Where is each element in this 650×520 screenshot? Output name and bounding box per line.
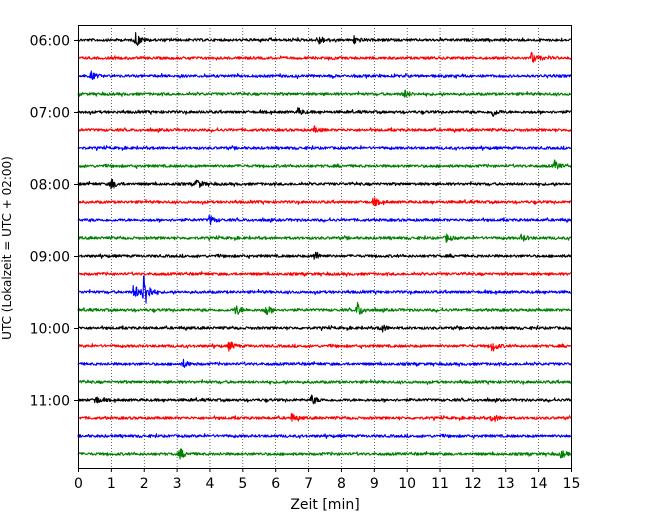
seismic-trace [77,32,572,46]
seismic-trace [77,51,572,63]
y-tick-label: 10:00 [30,322,70,338]
y-tick-label: 06:00 [30,34,70,50]
seismic-trace [77,145,572,151]
y-tick-label: 08:00 [30,178,70,194]
grid-lines [111,25,539,468]
seismic-trace [77,448,572,460]
seismic-trace [77,324,572,333]
y-tick-label: 09:00 [30,250,70,266]
seismic-trace [77,159,572,170]
seismic-trace [77,358,572,368]
x-axis-label: Zeit [min] [290,497,359,513]
seismic-trace [77,179,572,190]
seismic-trace [77,341,572,352]
seismic-trace [77,301,572,316]
y-tick-label: 07:00 [30,106,70,122]
seismic-trace [77,433,572,439]
x-tick-label: 15 [563,476,581,492]
seismic-trace [77,275,572,304]
x-tick-label: 9 [370,476,379,492]
x-tick-label: 11 [431,476,449,492]
seismic-trace [77,251,572,260]
x-tick-label: 7 [304,476,313,492]
x-tick-label: 1 [107,476,116,492]
x-tick-label: 12 [464,476,482,492]
x-tick-label: 3 [173,476,182,492]
x-tick-label: 0 [74,476,83,492]
tick-group: 0 1 2 3 4 5 6 7 8 9 10 11 12 13 14 1506:0007:0008:0009:… [30,34,581,493]
y-tick-label: 11:00 [30,394,70,410]
x-tick-label: 10 [398,476,416,492]
seismic-trace [77,379,572,385]
seismic-trace [77,70,572,80]
x-tick-label: 4 [206,476,215,492]
seismic-trace [77,197,572,207]
x-tick-label: 13 [497,476,515,492]
seismic-trace [77,214,572,226]
seismic-trace [77,89,572,98]
seismic-trace [77,271,572,277]
seismic-trace [77,107,572,117]
x-tick-label: 6 [271,476,280,492]
seismic-trace [77,125,572,133]
plot-frame [78,25,572,469]
seismic-trace [77,413,572,423]
x-tick-label: 14 [530,476,548,492]
y-axis-label: UTC (Lokalzeit = UTC + 02:00) [0,156,14,340]
x-tick-label: 8 [337,476,346,492]
seismic-trace [77,233,572,243]
x-tick-label: 5 [238,476,247,492]
x-tick-label: 2 [140,476,149,492]
seismic-trace [77,394,572,405]
trace-group [77,32,572,460]
